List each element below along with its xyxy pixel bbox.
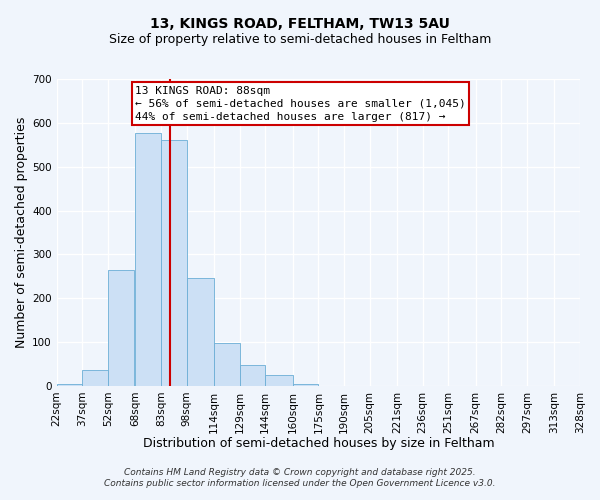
Bar bbox=[161, 140, 187, 386]
Text: 13 KINGS ROAD: 88sqm
← 56% of semi-detached houses are smaller (1,045)
44% of se: 13 KINGS ROAD: 88sqm ← 56% of semi-detac… bbox=[136, 86, 466, 122]
Text: Contains HM Land Registry data © Crown copyright and database right 2025.
Contai: Contains HM Land Registry data © Crown c… bbox=[104, 468, 496, 487]
Bar bbox=[56, 384, 82, 386]
Y-axis label: Number of semi-detached properties: Number of semi-detached properties bbox=[15, 116, 28, 348]
Bar bbox=[136, 133, 161, 386]
Bar bbox=[265, 375, 293, 386]
Bar bbox=[108, 270, 134, 386]
Bar bbox=[239, 365, 265, 386]
Text: Size of property relative to semi-detached houses in Feltham: Size of property relative to semi-detach… bbox=[109, 32, 491, 46]
Bar bbox=[82, 370, 108, 386]
Bar bbox=[187, 278, 214, 386]
Bar bbox=[293, 384, 319, 386]
Text: 13, KINGS ROAD, FELTHAM, TW13 5AU: 13, KINGS ROAD, FELTHAM, TW13 5AU bbox=[150, 18, 450, 32]
Bar bbox=[214, 343, 239, 386]
X-axis label: Distribution of semi-detached houses by size in Feltham: Distribution of semi-detached houses by … bbox=[143, 437, 494, 450]
